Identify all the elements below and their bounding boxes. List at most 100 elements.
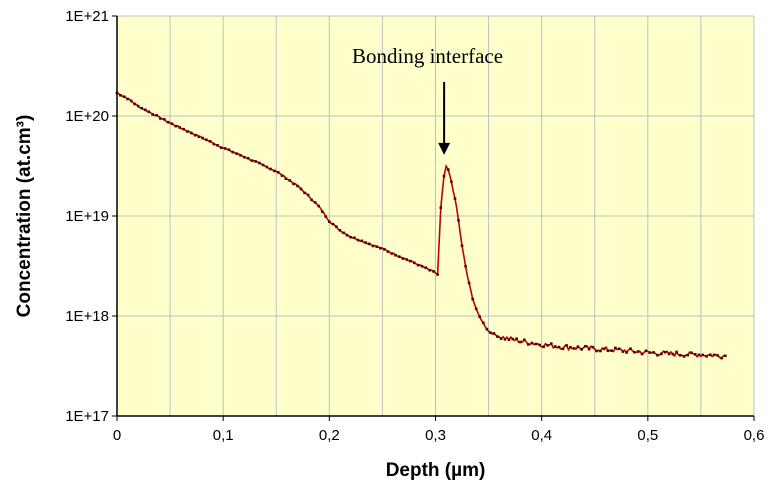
data-point: [375, 245, 379, 248]
data-point: [398, 255, 401, 258]
data-point: [313, 201, 317, 204]
data-point: [284, 177, 288, 180]
data-point: [690, 351, 693, 355]
data-point: [507, 338, 511, 341]
data-point: [212, 142, 216, 146]
data-point: [296, 184, 299, 188]
data-point: [338, 229, 342, 232]
data-point: [401, 257, 405, 260]
data-point: [561, 347, 565, 351]
data-point: [496, 335, 499, 338]
data-point: [457, 219, 460, 222]
data-point: [453, 197, 457, 200]
data-point: [428, 268, 431, 272]
data-point: [580, 348, 583, 351]
data-point: [724, 354, 727, 358]
data-point: [712, 353, 716, 357]
data-point: [424, 266, 428, 269]
data-point: [265, 165, 269, 169]
tick-labels: 0 0,1 0,2 0,3 0,4 0,5 0,6 1E+17 1E+18 1E+19 1E+20 1…: [65, 8, 764, 444]
data-point: [197, 135, 201, 138]
data-point: [705, 355, 708, 358]
data-point: [345, 233, 349, 237]
data-point: [235, 152, 238, 155]
data-point: [258, 161, 261, 165]
data-point: [530, 341, 534, 345]
x-tick-label: 0,2: [319, 427, 340, 444]
data-point: [515, 337, 518, 340]
data-point: [697, 353, 701, 357]
data-point: [288, 179, 292, 182]
y-tick-label: 1E+18: [65, 308, 109, 325]
data-point: [321, 210, 324, 213]
data-point: [269, 167, 272, 171]
annotation-arrow-head: [438, 142, 451, 155]
data-point: [629, 347, 632, 350]
data-point: [178, 126, 181, 129]
data-point: [126, 97, 129, 101]
data-point: [511, 337, 514, 341]
data-point: [519, 340, 522, 344]
data-point: [694, 353, 697, 356]
data-point: [250, 159, 254, 162]
data-point: [356, 238, 360, 242]
axes: [112, 15, 755, 421]
data-point: [610, 349, 613, 352]
data-point: [353, 236, 356, 239]
data-point: [420, 264, 424, 268]
data-point: [159, 117, 162, 120]
data-point: [186, 130, 189, 133]
data-point: [122, 95, 126, 98]
data-point: [503, 338, 507, 341]
y-tick-label: 1E+21: [65, 8, 109, 25]
data-point: [442, 174, 446, 178]
data-point: [633, 350, 636, 354]
x-tick-label: 0,3: [425, 427, 446, 444]
data-point: [364, 241, 367, 244]
data-point: [617, 347, 621, 351]
data-point: [701, 353, 705, 357]
data-point: [474, 307, 478, 311]
data-point: [686, 353, 690, 357]
data-point: [526, 343, 530, 346]
data-point: [328, 220, 331, 223]
data-point: [144, 108, 147, 112]
data-point: [310, 198, 313, 202]
y-tick-label: 1E+19: [65, 208, 109, 225]
annotation-layer: Bonding interface: [352, 44, 503, 155]
data-point: [254, 160, 257, 163]
data-point: [317, 204, 320, 208]
data-point: [360, 239, 364, 243]
data-point: [485, 327, 489, 331]
data-point: [660, 352, 663, 356]
data-point: [584, 345, 587, 348]
x-tick-label: 0: [113, 427, 121, 444]
data-point: [644, 349, 648, 353]
data-point: [349, 235, 352, 239]
data-point: [331, 222, 335, 226]
data-point: [446, 168, 450, 171]
data-point: [261, 163, 265, 167]
data-point: [464, 264, 467, 268]
series-layer: [115, 91, 727, 360]
data-point: [368, 242, 371, 246]
data-point: [133, 102, 136, 106]
data-point: [140, 106, 144, 110]
data-point: [394, 253, 397, 257]
annotation-text: Bonding interface: [352, 44, 503, 68]
data-point: [386, 250, 390, 253]
data-point: [227, 148, 231, 151]
data-point: [205, 138, 208, 141]
data-point: [587, 347, 591, 351]
data-point: [553, 345, 557, 348]
data-point: [246, 156, 250, 160]
data-point: [565, 344, 568, 347]
data-point: [667, 352, 671, 356]
data-point: [273, 169, 276, 173]
data-point: [679, 354, 682, 357]
data-point: [306, 193, 310, 197]
data-point: [409, 259, 412, 263]
data-point: [136, 104, 140, 108]
x-tick-label: 0,5: [637, 427, 658, 444]
